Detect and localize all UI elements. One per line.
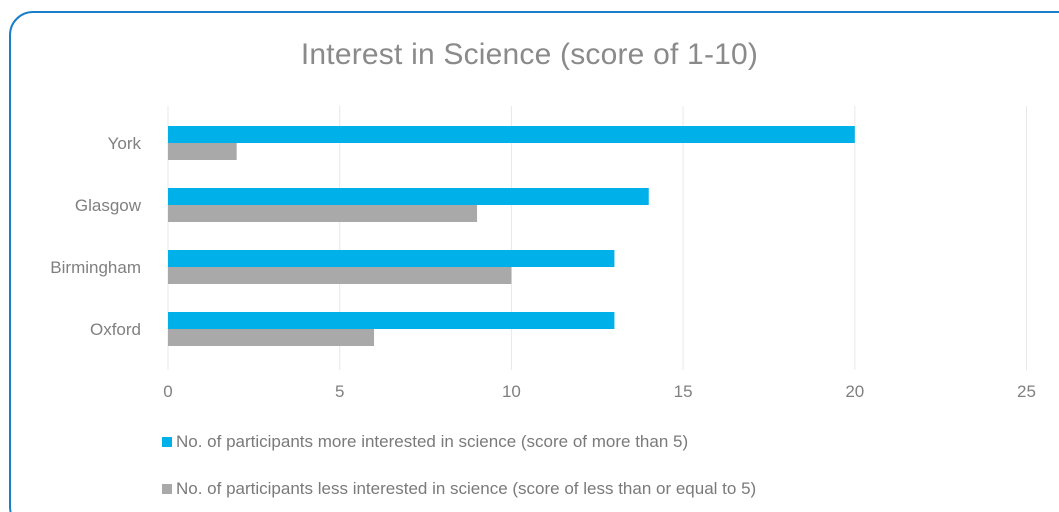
category-labels: York Glasgow Birmingham Oxford bbox=[50, 134, 141, 339]
legend-label-1: No. of participants more interested in s… bbox=[176, 432, 689, 451]
bar-glasgow-series-1 bbox=[168, 188, 649, 205]
bars bbox=[168, 126, 855, 346]
category-label-birmingham: Birmingham bbox=[50, 258, 141, 277]
bar-oxford-series-1 bbox=[168, 312, 615, 329]
legend-swatch-1 bbox=[162, 437, 172, 447]
bar-birmingham-series-1 bbox=[168, 250, 615, 267]
bar-york-series-2 bbox=[168, 143, 237, 160]
x-tick-label-20: 20 bbox=[845, 382, 864, 401]
legend-swatch-2 bbox=[162, 484, 172, 494]
x-tick-label-25: 25 bbox=[1017, 382, 1036, 401]
bar-oxford-series-2 bbox=[168, 329, 375, 346]
bar-york-series-1 bbox=[168, 126, 855, 143]
bar-glasgow-series-2 bbox=[168, 205, 478, 222]
category-label-oxford: Oxford bbox=[90, 320, 141, 339]
x-tick-label-5: 5 bbox=[335, 382, 344, 401]
legend-item-1: No. of participants more interested in s… bbox=[162, 432, 688, 452]
bar-birmingham-series-2 bbox=[168, 267, 512, 284]
legend-item-2: No. of participants less interested in s… bbox=[162, 479, 756, 499]
legend-label-2: No. of participants less interested in s… bbox=[176, 479, 757, 498]
x-tick-label-0: 0 bbox=[163, 382, 172, 401]
category-label-york: York bbox=[108, 134, 142, 153]
category-label-glasgow: Glasgow bbox=[75, 196, 142, 215]
x-tick-label-15: 15 bbox=[674, 382, 693, 401]
x-tick-label-10: 10 bbox=[502, 382, 521, 401]
x-tick-labels: 0 5 10 15 20 25 bbox=[163, 382, 1036, 401]
chart-title: Interest in Science (score of 1-10) bbox=[300, 38, 759, 71]
